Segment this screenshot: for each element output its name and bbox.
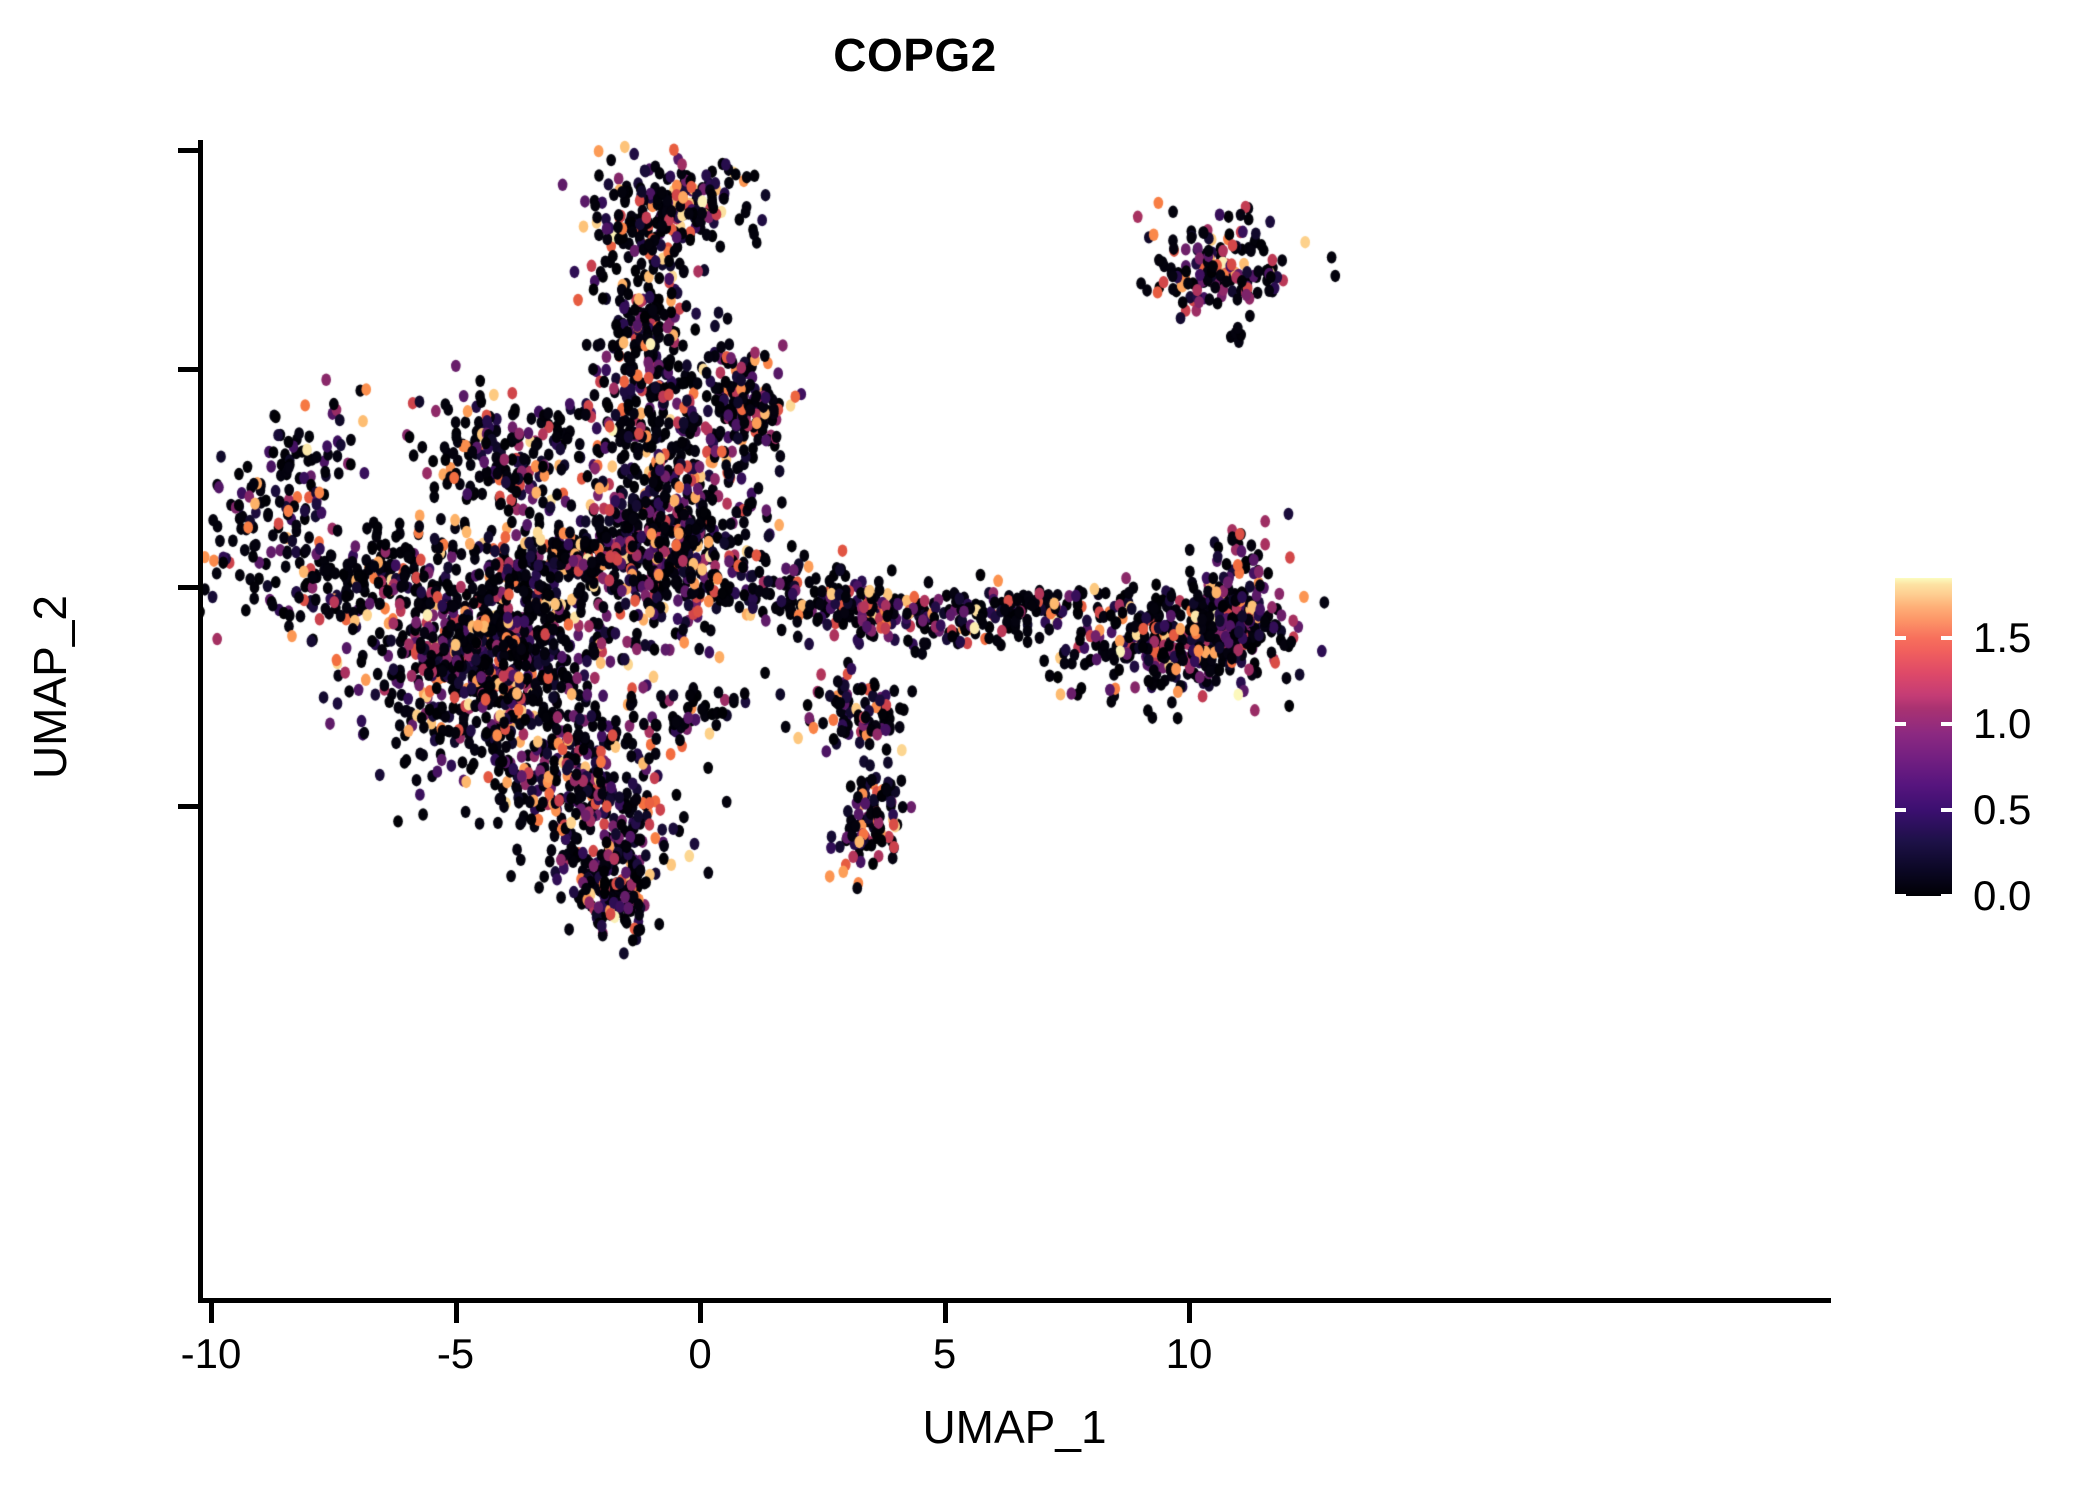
y-tick-mark <box>178 803 198 809</box>
page-title: COPG2 <box>833 29 997 81</box>
y-axis-line <box>198 140 203 1300</box>
colorbar-gradient <box>1895 578 1952 896</box>
colorbar-tick-mark <box>1895 722 1906 727</box>
x-axis-title: UMAP_1 <box>922 1401 1107 1453</box>
colorbar-tick-label: 1.5 <box>1973 614 2032 662</box>
colorbar-tick-mark <box>1895 636 1906 641</box>
x-tick-label: 0 <box>688 1330 712 1377</box>
x-tick-label: -5 <box>436 1330 475 1377</box>
x-tick-mark <box>209 1303 214 1323</box>
colorbar-tick-label: 1.0 <box>1973 700 2032 748</box>
x-tick-mark <box>942 1303 948 1323</box>
colorbar-tick-mark <box>1941 808 1952 813</box>
scatter-plot-canvas <box>200 140 1830 1300</box>
x-tick-mark <box>1187 1303 1192 1323</box>
colorbar-tick-mark <box>1941 894 1952 898</box>
colorbar-tick-label: 0.5 <box>1973 786 2032 834</box>
colorbar-legend: 1.5 1.0 0.5 0.0 <box>1895 578 2085 919</box>
colorbar-tick-mark <box>1895 808 1906 813</box>
plot-panel <box>200 140 1830 1300</box>
x-tick-label: 5 <box>932 1330 957 1377</box>
y-axis-title: UMAP_2 <box>24 594 76 780</box>
x-tick-mark <box>453 1303 459 1323</box>
x-tick-label: 10 <box>1165 1330 1213 1377</box>
x-tick-mark <box>698 1303 703 1323</box>
colorbar-tick-mark <box>1941 722 1952 727</box>
colorbar-tick-mark <box>1895 894 1906 898</box>
x-tick-label: -10 <box>180 1330 242 1377</box>
y-tick-mark <box>178 148 198 153</box>
colorbar-tick-mark <box>1941 636 1952 641</box>
y-tick-mark <box>178 366 198 372</box>
colorbar-tick-label: 0.0 <box>1973 872 2032 919</box>
y-tick-mark <box>178 585 198 590</box>
x-axis-line <box>198 1298 1831 1303</box>
